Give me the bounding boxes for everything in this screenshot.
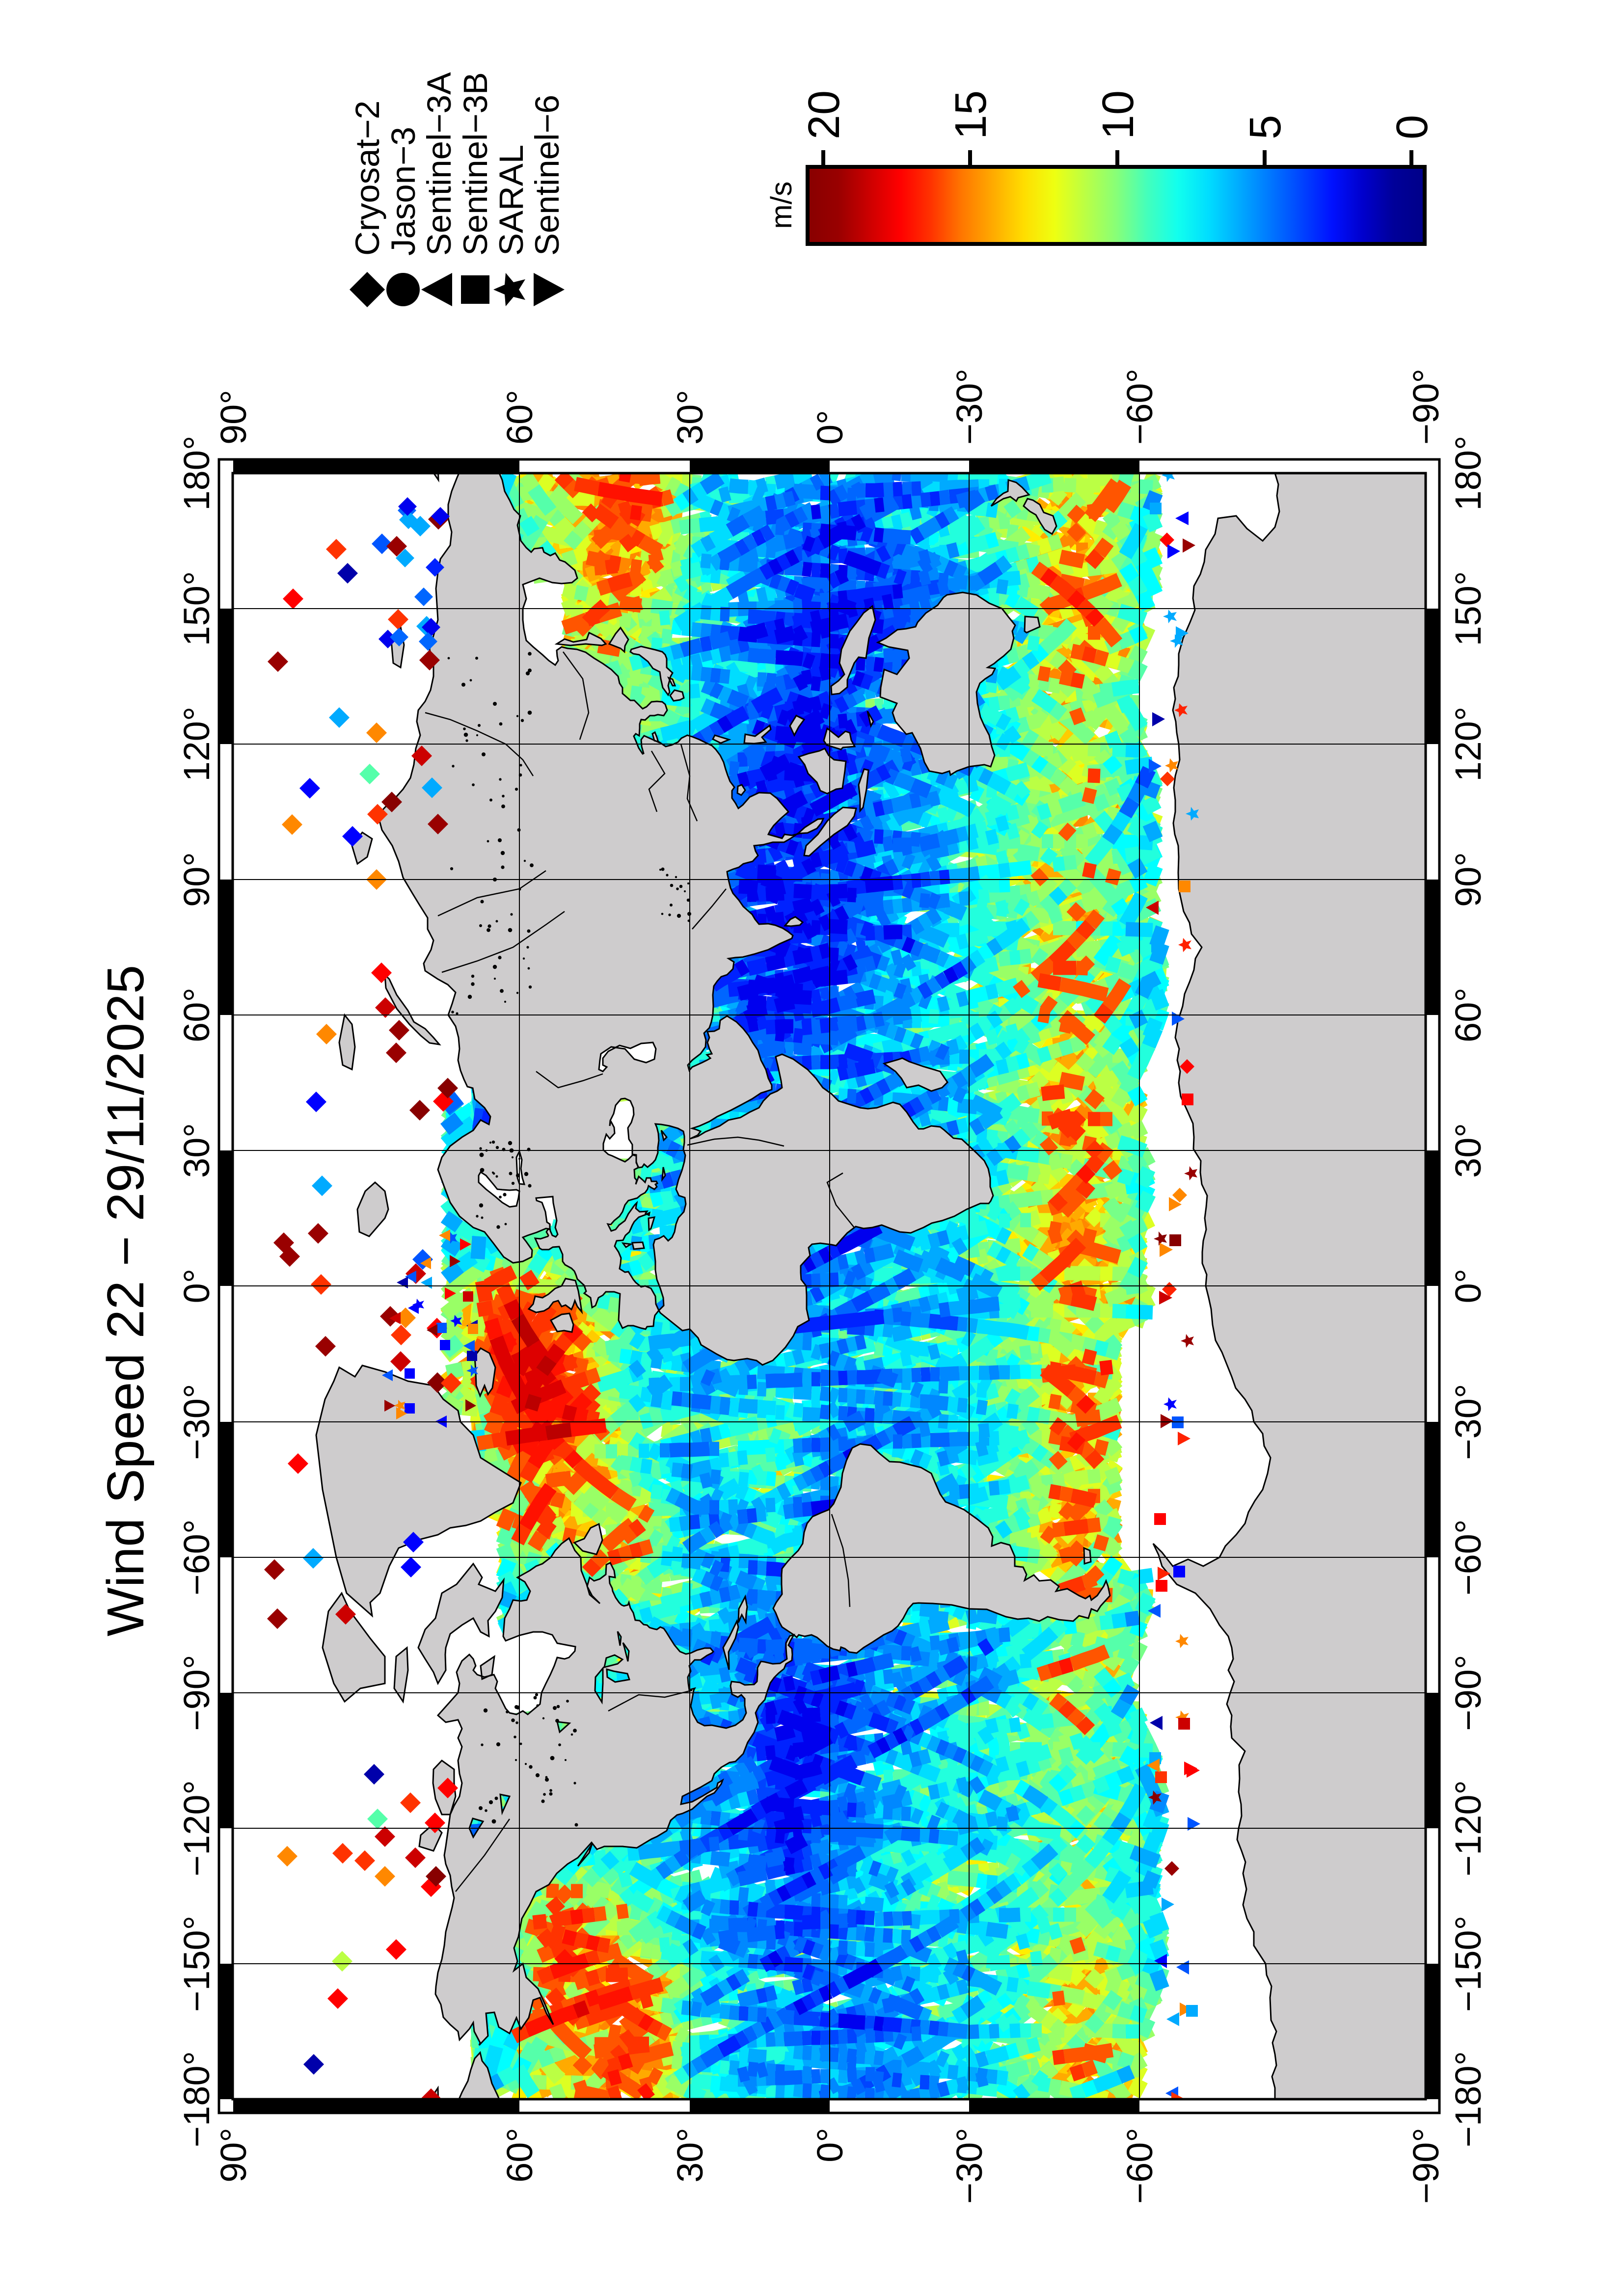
svg-text:60°: 60° (176, 988, 217, 1042)
svg-text:10: 10 (1094, 90, 1143, 139)
svg-text:60°: 60° (499, 390, 540, 445)
svg-text:−30°: −30° (176, 1384, 217, 1460)
svg-text:30°: 30° (1448, 1123, 1488, 1178)
svg-text:−60°: −60° (176, 1519, 217, 1595)
svg-text:180°: 180° (176, 435, 217, 510)
svg-text:Cryosat−2: Cryosat−2 (349, 101, 386, 256)
svg-text:5: 5 (1241, 115, 1290, 139)
svg-text:−150°: −150° (176, 1916, 217, 2012)
svg-text:−60°: −60° (1448, 1519, 1488, 1595)
svg-text:−30°: −30° (1448, 1384, 1488, 1460)
svg-text:−30°: −30° (949, 2128, 990, 2204)
svg-text:−90°: −90° (176, 1655, 217, 1731)
svg-text:Sentinel−3B: Sentinel−3B (457, 72, 494, 256)
svg-text:90°: 90° (1448, 852, 1488, 907)
svg-text:0: 0 (1388, 115, 1437, 139)
svg-text:0°: 0° (810, 410, 850, 445)
svg-text:0°: 0° (810, 2128, 850, 2163)
svg-text:Wind Speed 22 − 29/11/2025: Wind Speed 22 − 29/11/2025 (97, 965, 155, 1636)
svg-text:15: 15 (947, 90, 996, 139)
svg-text:−150°: −150° (1448, 1916, 1488, 2012)
svg-text:−90°: −90° (1406, 369, 1446, 445)
svg-text:150°: 150° (1448, 571, 1488, 646)
svg-text:−60°: −60° (1119, 369, 1160, 445)
svg-text:150°: 150° (176, 571, 217, 646)
svg-text:−30°: −30° (949, 369, 990, 445)
svg-text:30°: 30° (176, 1123, 217, 1178)
svg-text:−180°: −180° (176, 2051, 217, 2147)
svg-text:−180°: −180° (1448, 2051, 1488, 2147)
svg-text:120°: 120° (1448, 706, 1488, 781)
svg-text:Jason−3: Jason−3 (384, 127, 422, 256)
svg-text:90°: 90° (213, 2128, 254, 2183)
svg-text:SARAL: SARAL (492, 145, 530, 256)
svg-text:0°: 0° (176, 1269, 217, 1304)
svg-text:90°: 90° (176, 852, 217, 907)
svg-text:−90°: −90° (1448, 1655, 1488, 1731)
svg-text:Sentinel−6: Sentinel−6 (528, 95, 566, 256)
svg-text:−90°: −90° (1406, 2128, 1446, 2204)
svg-text:−120°: −120° (1448, 1780, 1488, 1876)
svg-text:m/s: m/s (765, 182, 798, 229)
svg-text:−120°: −120° (176, 1780, 217, 1876)
svg-text:60°: 60° (1448, 988, 1488, 1042)
svg-text:60°: 60° (499, 2128, 540, 2183)
svg-text:30°: 30° (670, 2128, 710, 2183)
svg-text:Sentinel−3A: Sentinel−3A (420, 72, 458, 256)
svg-text:−60°: −60° (1119, 2128, 1160, 2204)
svg-text:90°: 90° (213, 390, 254, 445)
svg-text:0°: 0° (1448, 1269, 1488, 1304)
svg-text:30°: 30° (670, 390, 710, 445)
svg-text:180°: 180° (1448, 435, 1488, 510)
svg-text:20: 20 (800, 90, 849, 139)
svg-text:120°: 120° (176, 706, 217, 781)
